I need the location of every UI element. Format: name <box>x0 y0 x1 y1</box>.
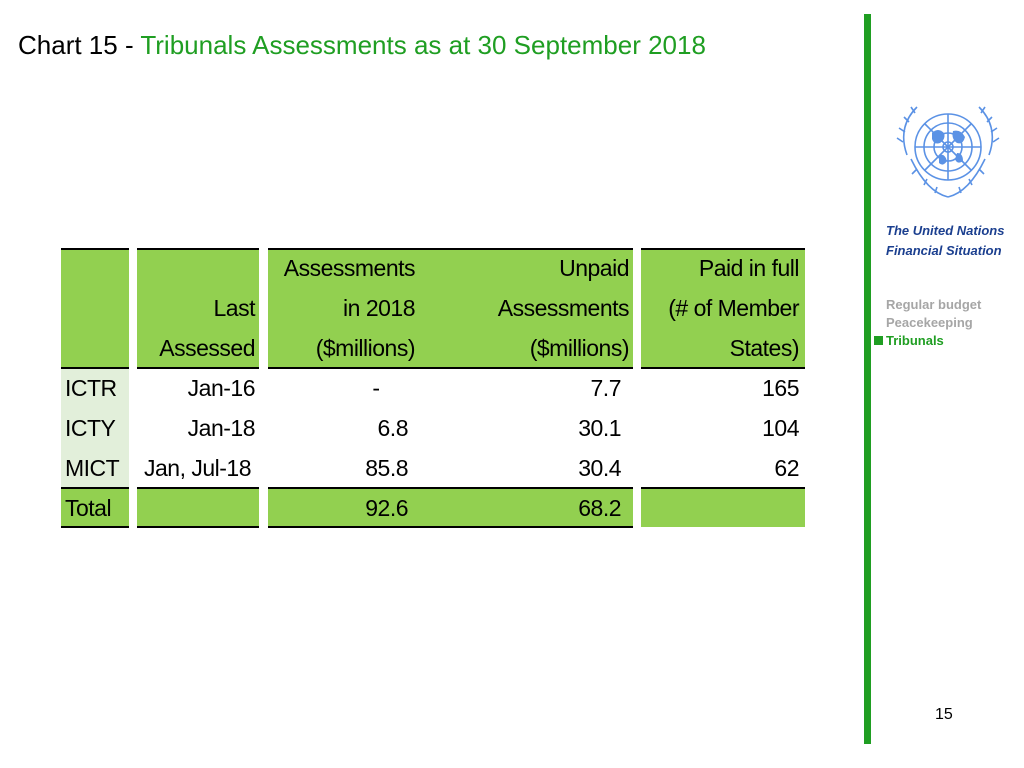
row-ictr-assess: - <box>372 375 380 401</box>
header-paid-3: States) <box>729 335 800 361</box>
header-rule-2 <box>137 367 259 369</box>
title-main: Tribunals Assessments as at 30 September… <box>140 30 706 60</box>
header-unpaid-3: ($millions) <box>529 335 630 361</box>
row-ictr-paid: 165 <box>762 375 799 401</box>
un-emblem-icon <box>896 106 1000 198</box>
header-last-assessed-1: Last <box>213 295 256 321</box>
nav-item-tribunals[interactable]: Tribunals <box>874 332 1022 350</box>
header-bg-col1 <box>61 248 129 368</box>
total-bg-col3 <box>268 488 633 527</box>
bottom-rule-1 <box>61 526 129 528</box>
total-bg-col1 <box>61 488 129 527</box>
nav-item-regular-budget[interactable]: Regular budget <box>886 297 982 312</box>
top-rule-3 <box>268 248 633 250</box>
header-bg-col4 <box>641 248 805 368</box>
header-paid-2: (# of Member <box>668 295 799 321</box>
header-rule-3 <box>268 367 633 369</box>
row-icty-unpaid: 30.1 <box>578 415 621 441</box>
bottom-rule-2 <box>137 526 259 528</box>
header-last-assessed-2: Assessed <box>159 335 255 361</box>
total-bg-col4 <box>641 488 805 527</box>
row-mict-assess: 85.8 <box>365 455 408 481</box>
total-label: Total <box>65 495 112 521</box>
total-unpaid: 68.2 <box>578 495 621 521</box>
header-unpaid-2: Assessments <box>497 295 630 321</box>
row-mict-last: Jan, Jul-18 <box>143 455 252 481</box>
total-bg-col2 <box>137 488 259 527</box>
page-number: 15 <box>935 706 953 723</box>
total-rule-2 <box>137 487 259 489</box>
header-assessments-1: Assessments <box>283 255 416 281</box>
side-title-line2: Financial Situation <box>886 243 1002 258</box>
header-assessments-3: ($millions) <box>315 335 416 361</box>
side-title: The United Nations Financial Situation <box>886 221 1022 261</box>
header-assessments-2: in 2018 <box>343 295 415 321</box>
row-icty-name: ICTY <box>65 415 116 441</box>
side-nav: Regular budget Peacekeeping Tribunals <box>874 296 1022 350</box>
total-assess: 92.6 <box>365 495 408 521</box>
nav-item-peacekeeping[interactable]: Peacekeeping <box>886 315 973 330</box>
title-prefix: Chart 15 - <box>18 30 141 60</box>
total-rule-1 <box>61 487 129 489</box>
row-mict-name: MICT <box>65 455 120 481</box>
top-rule-2 <box>137 248 259 250</box>
header-bg-col2 <box>137 248 259 368</box>
total-rule-3 <box>268 487 633 489</box>
top-rule-1 <box>61 248 129 250</box>
row-icty-paid: 104 <box>762 415 799 441</box>
row-mict-paid: 62 <box>774 455 799 481</box>
row-mict-unpaid: 30.4 <box>578 455 621 481</box>
top-rule-4 <box>641 248 805 250</box>
bottom-rule-3 <box>268 526 633 528</box>
row-ictr-unpaid: 7.7 <box>590 375 622 401</box>
row-icty-assess: 6.8 <box>377 415 409 441</box>
side-title-line1: The United Nations <box>886 223 1005 238</box>
row-icty-last: Jan-18 <box>187 415 256 441</box>
vertical-divider <box>864 14 871 744</box>
page-title: Chart 15 - Tribunals Assessments as at 3… <box>18 30 706 61</box>
row-ictr-last: Jan-16 <box>187 375 256 401</box>
row-ictr-name: ICTR <box>65 375 117 401</box>
total-rule-4 <box>641 487 805 489</box>
header-bg-col3 <box>268 248 633 368</box>
header-unpaid-1: Unpaid <box>559 255 629 281</box>
header-rule-4 <box>641 367 805 369</box>
assessments-table: Last Assessed Assessments in 2018 ($mill… <box>61 248 805 528</box>
header-rule-1 <box>61 367 129 369</box>
header-paid-1: Paid in full <box>698 255 800 281</box>
